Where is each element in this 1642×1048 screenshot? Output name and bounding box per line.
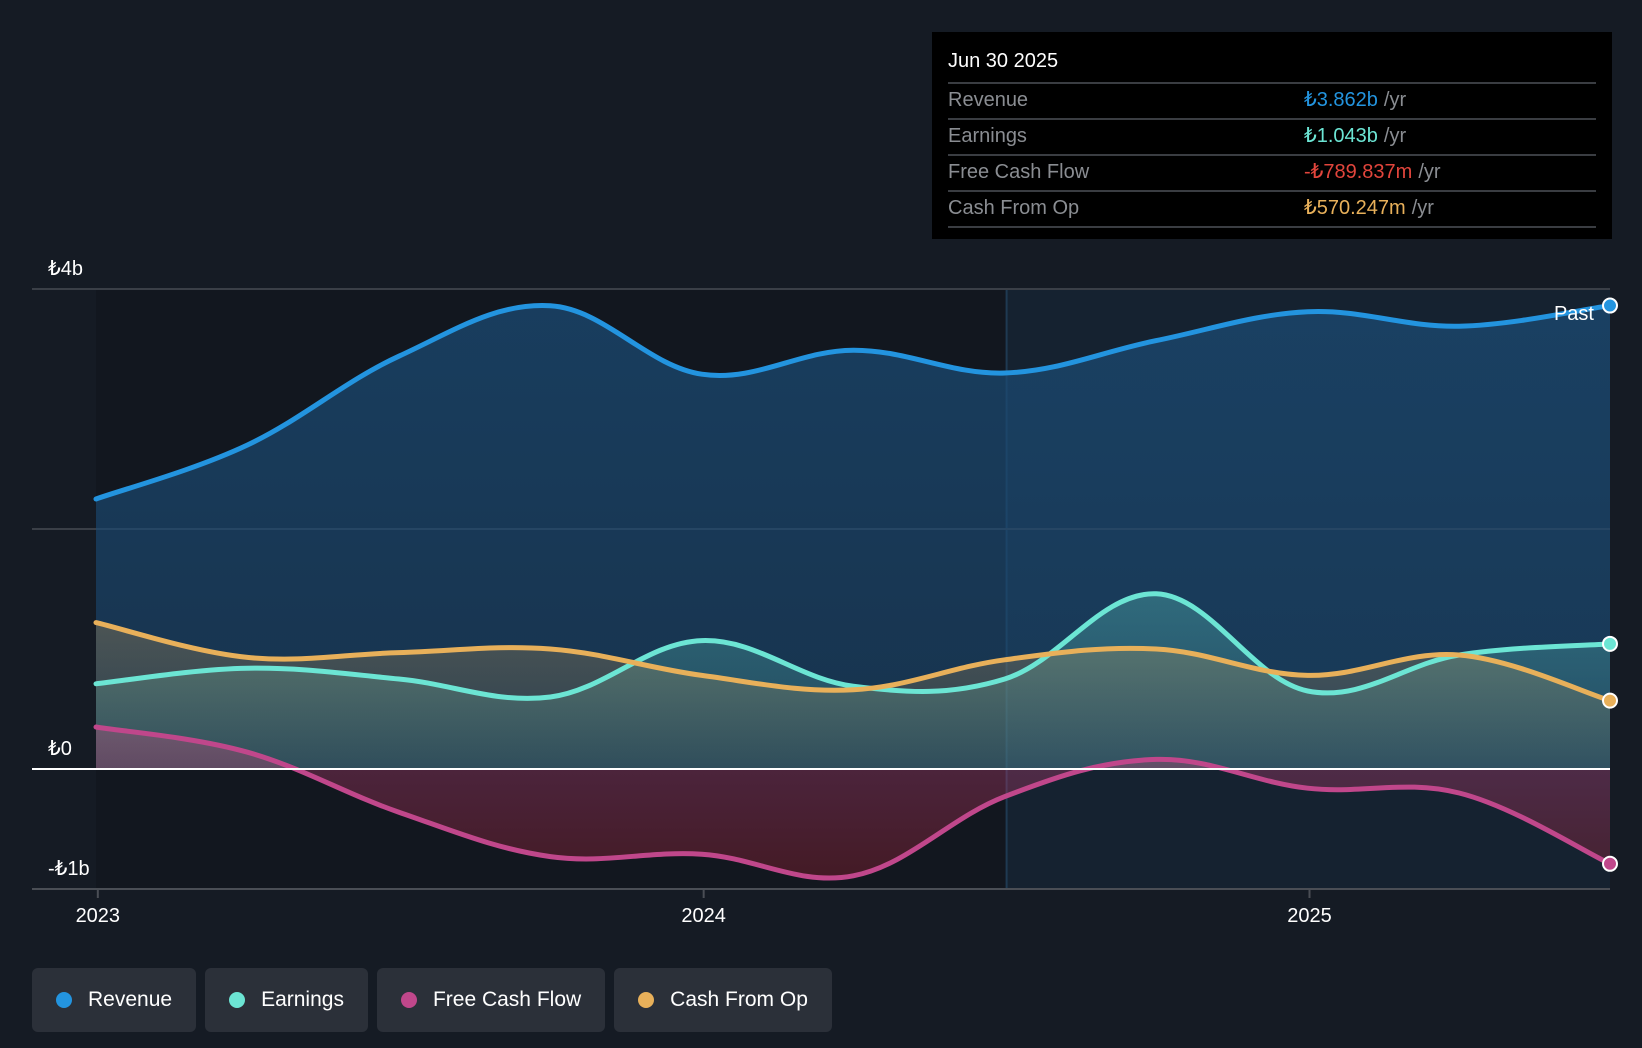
earnings-end-marker: [1602, 635, 1618, 652]
legend-label: Free Cash Flow: [432, 988, 582, 1011]
legend-item-cash-from-op[interactable]: Cash From Op: [614, 968, 832, 1032]
past-label: Past: [1554, 303, 1594, 325]
tooltip-unit: /yr: [1383, 125, 1407, 147]
earnings-line: [93, 591, 1613, 701]
x-tick-label: 2025: [1287, 905, 1332, 927]
tooltip-row-free-cash-flow: Free Cash Flow -₺789.837m /yr: [948, 156, 1596, 192]
tooltip-label: Free Cash Flow: [948, 161, 1090, 183]
y-tick-label: ₺0: [48, 738, 72, 760]
free-cash-flow-area: [96, 727, 1610, 879]
legend-label: Earnings: [261, 988, 344, 1011]
tooltip-row-cash-from-op: Cash From Op ₺570.247m /yr: [948, 192, 1596, 228]
tooltip-date: Jun 30 2025: [948, 46, 1596, 84]
tooltip-label: Earnings: [948, 125, 1027, 147]
tooltip-row-earnings: Earnings ₺1.043b /yr: [948, 120, 1596, 156]
legend-item-earnings[interactable]: Earnings: [205, 968, 368, 1032]
tooltip-label: Cash From Op: [948, 197, 1080, 219]
tooltip-value: ₺1.043b: [1304, 125, 1378, 147]
y-tick-label: -₺1b: [48, 858, 90, 880]
revenue-dot-icon: [56, 992, 72, 1008]
tooltip-value: ₺3.862b: [1304, 89, 1378, 111]
legend-label: Revenue: [88, 988, 173, 1011]
tooltip-unit: /yr: [1418, 161, 1441, 183]
cash-from-op-area: [96, 622, 1610, 769]
tooltip-unit: /yr: [1411, 197, 1434, 219]
x-tick-label: 2024: [681, 905, 726, 927]
x-tick-label: 2023: [76, 905, 121, 927]
legend-item-free-cash-flow[interactable]: Free Cash Flow: [376, 968, 606, 1032]
free-cash-flow-line: [93, 724, 1613, 881]
free-cash-flow-dot-icon: [400, 992, 417, 1008]
revenue-end-marker: [1602, 297, 1618, 314]
legend: Revenue Earnings Free Cash Flow Cash Fro…: [32, 968, 832, 1032]
earnings-dot-icon: [229, 992, 246, 1008]
revenue-line: [93, 303, 1613, 502]
tooltip-value: -₺789.837m: [1304, 161, 1413, 183]
legend-label: Cash From Op: [670, 988, 808, 1011]
free-cash-flow-end-marker: [1602, 855, 1618, 872]
y-tick-label: ₺4b: [48, 258, 83, 280]
tooltip-label: Revenue: [948, 89, 1029, 111]
tooltip-value: ₺570.247m: [1304, 197, 1406, 219]
tooltip: Jun 30 2025 Revenue ₺3.862b /yr Earnings…: [932, 32, 1612, 239]
tooltip-unit: /yr: [1383, 89, 1407, 111]
cash-from-op-dot-icon: [638, 992, 655, 1008]
tooltip-row-revenue: Revenue ₺3.862b /yr: [948, 84, 1596, 120]
legend-item-revenue[interactable]: Revenue: [32, 968, 197, 1032]
cash-from-op-line: [93, 620, 1613, 704]
cash-from-op-end-marker: [1602, 692, 1618, 709]
